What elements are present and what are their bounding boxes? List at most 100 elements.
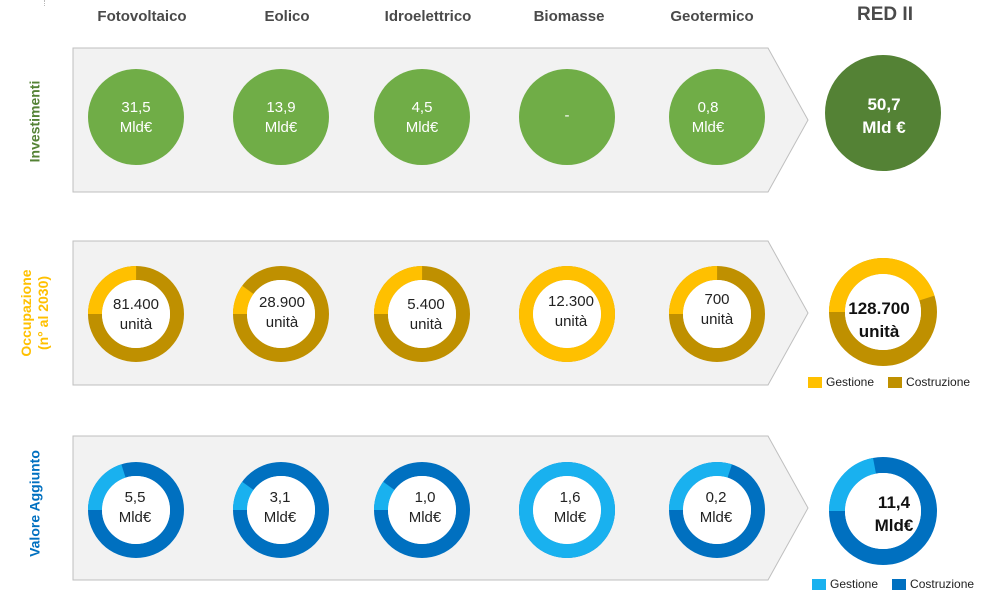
occup-ring-4-center xyxy=(683,280,751,348)
valore-label-4: 0,2 Mld€ xyxy=(676,488,756,528)
valore-value-0: 5,5 xyxy=(124,489,146,506)
legend-text-costruzione-va: Costruzione xyxy=(910,577,975,591)
invest-label-3: - xyxy=(527,106,607,126)
valore-total-ring-gestione xyxy=(829,457,937,565)
header-red-ii: RED II xyxy=(857,4,913,25)
invest-value-3: - xyxy=(564,107,570,124)
valore-unit-0: Mld€ xyxy=(118,509,152,526)
occup-label-1: 28.900 unità xyxy=(242,293,322,333)
occup-label-2: 5.400 unità xyxy=(386,295,466,335)
occup-total-unit: unità xyxy=(858,322,900,341)
invest-label-0: 31,5 Mld€ xyxy=(96,98,176,138)
occup-ring-3-center xyxy=(533,280,601,348)
occup-unit-4: unità xyxy=(700,311,734,328)
occup-value-2: 5.400 xyxy=(407,296,445,313)
occup-ring-4-gestione xyxy=(669,266,765,362)
invest-value-4: 0,8 xyxy=(697,99,719,116)
legend-swatch-gestione-va xyxy=(812,578,826,590)
header-fotovoltaico: Fotovoltaico xyxy=(97,8,187,25)
valore-unit-2: Mld€ xyxy=(408,509,442,526)
valore-value-1: 3,1 xyxy=(269,489,291,506)
invest-total-circle xyxy=(825,55,941,171)
legend-swatch-costruzione xyxy=(888,376,903,388)
occup-ring-2-center xyxy=(388,280,456,348)
legend-swatch-costruzione-va xyxy=(892,578,907,590)
invest-circle-2 xyxy=(374,69,470,165)
legend-text-costruzione: Costruzione xyxy=(906,375,971,389)
occup-label-4: 700 unità xyxy=(677,290,757,330)
invest-circle-1 xyxy=(233,69,329,165)
header-biomasse: Biomasse xyxy=(533,8,605,25)
occup-ring-1-gestione xyxy=(233,266,329,362)
invest-circle-0 xyxy=(88,69,184,165)
occup-total-ring-gestione xyxy=(829,258,937,366)
valore-total-ring-center xyxy=(845,473,921,549)
valore-ring-3-gestione xyxy=(519,462,615,558)
occup-value-4: 700 xyxy=(704,291,730,308)
invest-circle-4 xyxy=(669,69,765,165)
invest-total-unit: Mld € xyxy=(862,118,906,137)
valore-unit-1: Mld€ xyxy=(263,509,297,526)
occup-ring-1-center xyxy=(247,280,315,348)
invest-value-0: 31,5 xyxy=(121,99,151,116)
valore-ring-1-gestione xyxy=(233,462,329,558)
legend-item-costruzione: Costruzione xyxy=(888,375,970,389)
valore-ring-3-center xyxy=(533,476,601,544)
valore-ring-2-center xyxy=(388,476,456,544)
valore-unit-3: Mld€ xyxy=(553,509,587,526)
occup-value-0: 81.400 xyxy=(113,296,159,313)
valore-unit-4: Mld€ xyxy=(699,509,733,526)
legend-swatch-gestione xyxy=(808,376,822,388)
valore-value-4: 0,2 xyxy=(705,489,727,506)
invest-label-1: 13,9 Mld€ xyxy=(241,98,321,138)
legend-text-gestione: Gestione xyxy=(826,375,875,389)
occup-unit-0: unità xyxy=(119,316,153,333)
occup-legend: Gestione Costruzione xyxy=(808,375,984,389)
valore-legend: Gestione Costruzione xyxy=(812,577,988,591)
invest-total-label: 50,7 Mld € xyxy=(834,93,934,139)
valore-ring-4-gestione xyxy=(669,462,765,558)
occup-unit-1: unità xyxy=(265,314,299,331)
valore-value-3: 1,6 xyxy=(559,489,581,506)
header-geotermico: Geotermico xyxy=(670,8,754,25)
invest-unit-0: Mld€ xyxy=(119,119,153,136)
header-idroelettrico: Idroelettrico xyxy=(384,8,472,25)
invest-unit-2: Mld€ xyxy=(405,119,439,136)
invest-total-value: 50,7 xyxy=(867,95,901,114)
valore-ring-0-center xyxy=(102,476,170,544)
invest-unit-4: Mld€ xyxy=(691,119,725,136)
occup-ring-0-gestione xyxy=(88,266,184,362)
occup-value-3: 12.300 xyxy=(548,293,594,310)
occup-total-value: 128.700 xyxy=(848,299,910,318)
invest-label-4: 0,8 Mld€ xyxy=(668,98,748,138)
legend-item-gestione-va: Gestione xyxy=(812,577,878,591)
invest-value-1: 13,9 xyxy=(266,99,296,116)
dotted-guide xyxy=(44,0,45,6)
legend-item-costruzione-va: Costruzione xyxy=(892,577,974,591)
valore-label-2: 1,0 Mld€ xyxy=(385,488,465,528)
valore-value-2: 1,0 xyxy=(414,489,436,506)
valore-total-value: 11,4 xyxy=(877,493,911,512)
valore-total-label: 11,4 Mld€ xyxy=(844,491,944,537)
occup-total-label: 128.700 unità xyxy=(829,297,929,343)
occup-ring-2-gestione xyxy=(374,266,470,362)
valore-ring-2-gestione xyxy=(374,462,470,558)
occup-value-1: 28.900 xyxy=(259,294,305,311)
invest-value-2: 4,5 xyxy=(411,99,433,116)
occup-unit-3: unità xyxy=(554,313,588,330)
legend-item-gestione: Gestione xyxy=(808,375,874,389)
valore-ring-1-center xyxy=(247,476,315,544)
occup-label-0: 81.400 unità xyxy=(96,295,176,335)
legend-text-gestione-va: Gestione xyxy=(830,577,879,591)
invest-unit-1: Mld€ xyxy=(264,119,298,136)
occup-label-3: 12.300 unità xyxy=(531,292,611,332)
invest-circle-3 xyxy=(519,69,615,165)
occup-ring-0-center xyxy=(102,280,170,348)
valore-label-3: 1,6 Mld€ xyxy=(530,488,610,528)
valore-total-unit: Mld€ xyxy=(874,516,914,535)
valore-label-1: 3,1 Mld€ xyxy=(240,488,320,528)
valore-ring-4-center xyxy=(683,476,751,544)
invest-label-2: 4,5 Mld€ xyxy=(382,98,462,138)
occup-total-ring-center xyxy=(845,274,921,350)
